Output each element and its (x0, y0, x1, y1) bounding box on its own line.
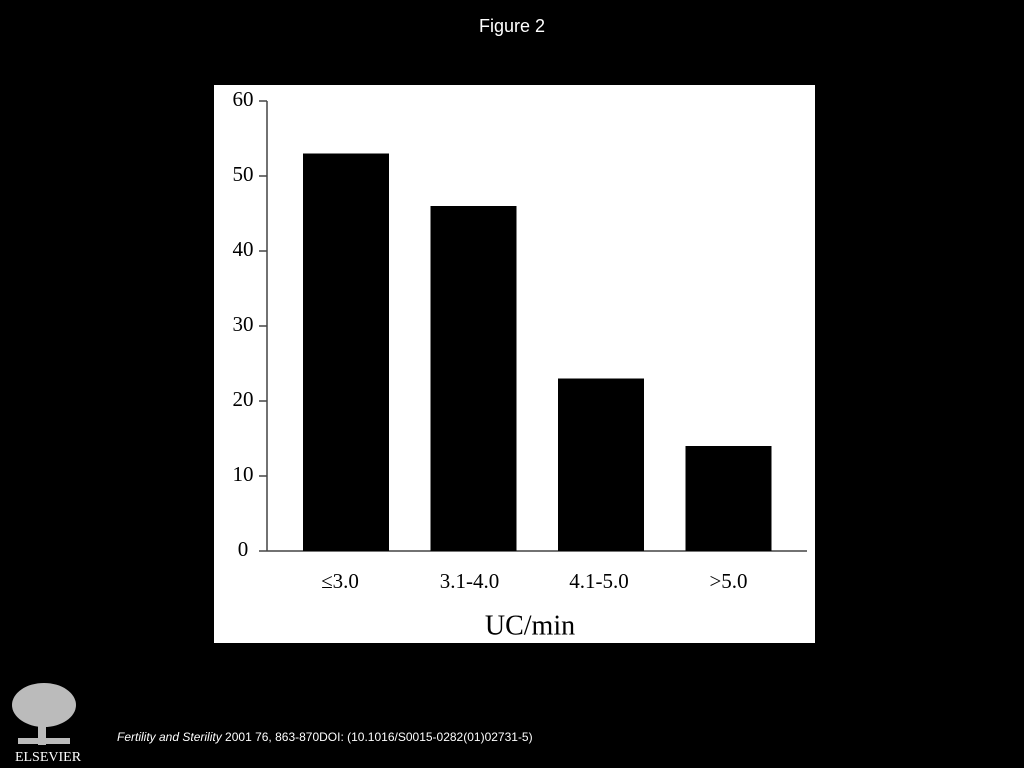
y-tick-label: 30 (233, 312, 254, 336)
slide-title: Figure 2 (479, 16, 545, 36)
x-tick-label: ≤3.0 (321, 569, 359, 593)
y-tick-label: 40 (233, 237, 254, 261)
x-tick-label: 3.1-4.0 (440, 569, 500, 593)
bar (303, 153, 389, 551)
citation-details: 2001 76, 863-870DOI: (10.1016/S0015-0282… (225, 730, 533, 744)
y-tick-label: 0 (238, 537, 249, 561)
x-tick-label: 4.1-5.0 (569, 569, 629, 593)
x-axis-label: UC/min (485, 610, 575, 641)
y-tick-label: 50 (233, 162, 254, 186)
citation: Fertility and Sterility 2001 76, 863-870… (117, 730, 533, 744)
citation-journal: Fertility and Sterility (117, 730, 223, 744)
x-tick-label: >5.0 (709, 569, 747, 593)
y-tick-label: 60 (233, 87, 254, 111)
logo-tree (12, 683, 76, 745)
bar (685, 446, 772, 551)
bar (558, 378, 644, 551)
bar (430, 206, 517, 551)
y-tick-label: 10 (233, 462, 254, 486)
y-tick-label: 20 (233, 387, 254, 411)
logo-text: ELSEVIER (15, 750, 82, 765)
